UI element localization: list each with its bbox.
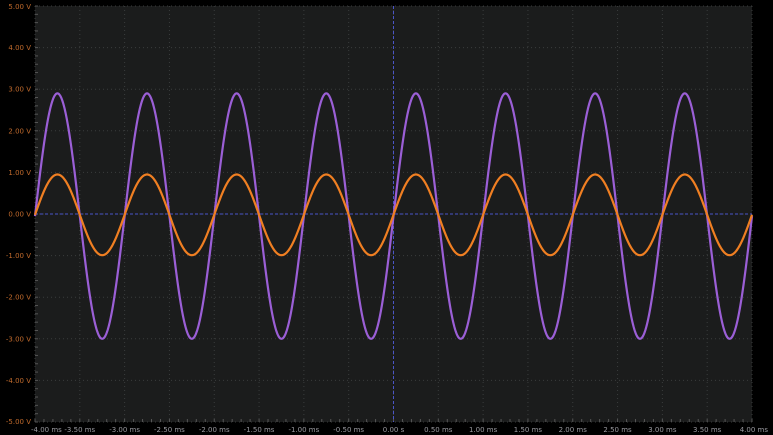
x-tick-label: -2.50 ms — [154, 426, 185, 434]
x-tick-label: 2.50 ms — [603, 426, 632, 434]
y-tick-labels: 5.00 V 4.00 V 3.00 V 2.00 V 1.00 V 0.00 V -1.0… — [6, 3, 31, 426]
y-tick-label: -5.00 V — [6, 418, 31, 426]
y-tick-label: 5.00 V — [8, 3, 31, 11]
x-tick-label: 1.50 ms — [514, 426, 543, 434]
y-tick-label: -4.00 V — [6, 377, 31, 385]
x-tick-label: 0.50 ms — [424, 426, 453, 434]
y-tick-label: 1.00 V — [8, 169, 31, 177]
x-tick-label: 3.50 ms — [693, 426, 722, 434]
traces — [33, 92, 754, 340]
x-tick-label: 0.00 s — [383, 426, 405, 434]
y-tick-label: 4.00 V — [8, 44, 31, 52]
x-tick-label: -3.00 ms — [109, 426, 140, 434]
y-tick-label: 3.00 V — [8, 86, 31, 94]
x-tick-label: -2.00 ms — [199, 426, 230, 434]
y-tick-label: 0.00 V — [8, 211, 31, 219]
x-tick-label: -1.00 ms — [288, 426, 319, 434]
y-tick-label: -3.00 V — [6, 335, 31, 343]
trace-2 — [33, 173, 754, 257]
x-tick-labels: -4.00 ms -3.50 ms -3.00 ms -2.50 ms -2.00 ms… — [31, 426, 768, 434]
y-tick-label: -1.00 V — [6, 252, 31, 260]
x-tick-label: 2.00 ms — [559, 426, 588, 434]
x-tick-label: -0.50 ms — [333, 426, 364, 434]
x-tick-label: 3.00 ms — [648, 426, 677, 434]
y-tick-label: -2.00 V — [6, 294, 31, 302]
x-tick-label: 1.00 ms — [469, 426, 498, 434]
x-tick-label: 4.00 ms — [740, 426, 769, 434]
x-tick-label: -3.50 ms — [64, 426, 95, 434]
x-tick-label: -4.00 ms — [31, 426, 62, 434]
y-tick-label: 2.00 V — [8, 127, 31, 135]
x-tick-label: -1.50 ms — [244, 426, 275, 434]
